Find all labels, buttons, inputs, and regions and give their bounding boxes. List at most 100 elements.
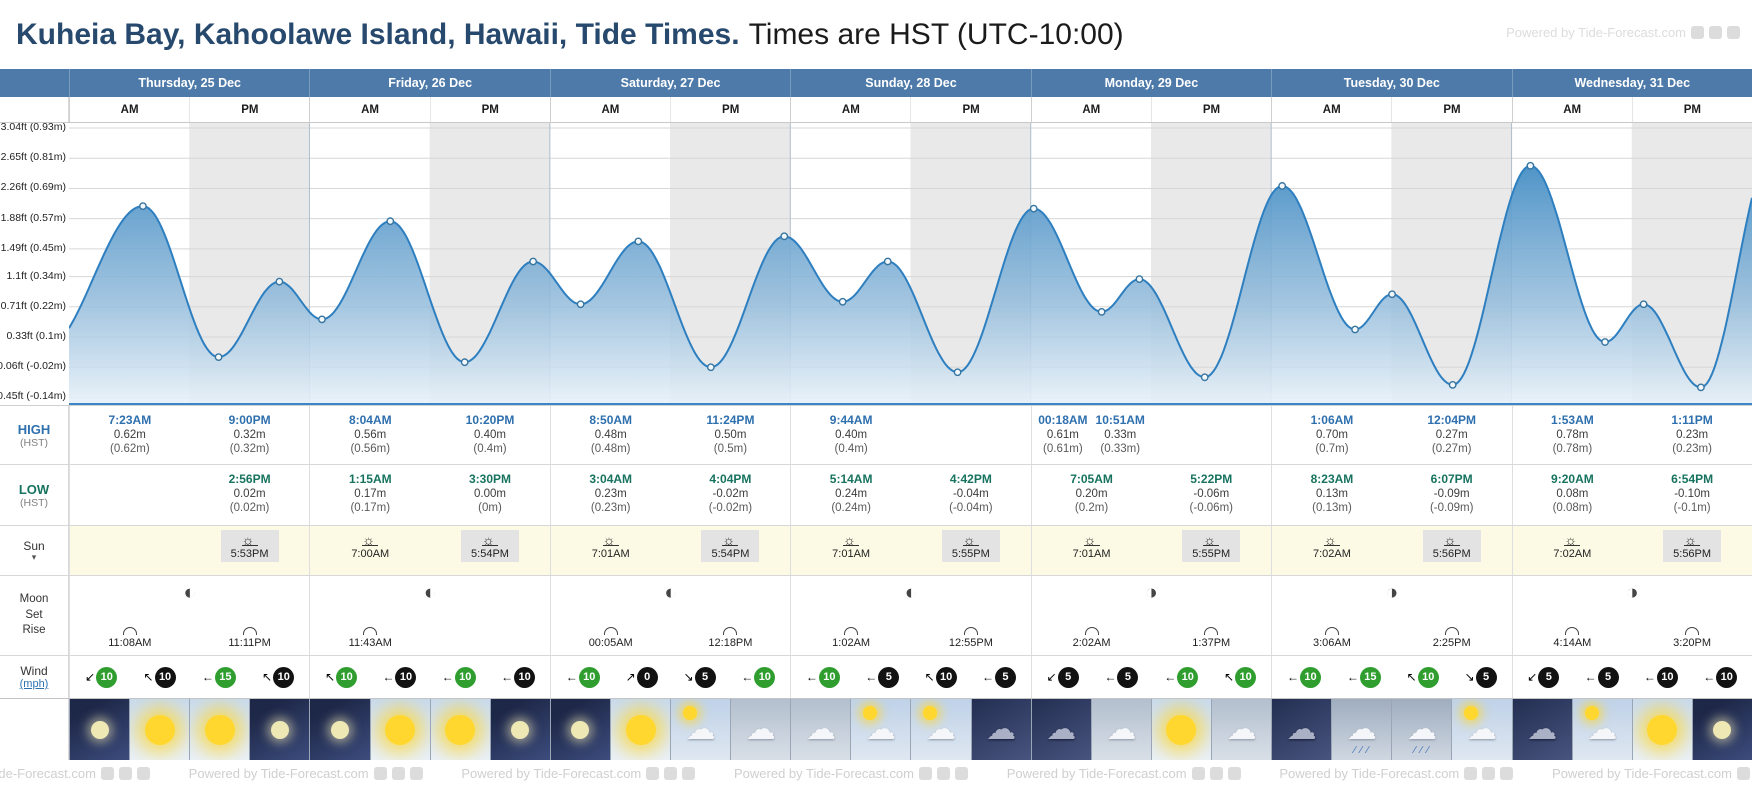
high-tide-event: 1:06AM 0.70m (0.7m) xyxy=(1308,409,1357,457)
weather-tile-cloudy: ☁ xyxy=(1211,699,1272,760)
wind-direction-arrow: ← xyxy=(1287,670,1300,684)
tide-time: 1:53AM xyxy=(1551,413,1594,427)
wind-direction-arrow: ↖ xyxy=(325,670,336,684)
day-header: Tuesday, 30 Dec xyxy=(1271,69,1511,97)
high-tide-event: 9:00PM 0.32m (0.32m) xyxy=(226,409,274,457)
am-label: AM xyxy=(601,103,620,116)
tide-height-m: 0.00m xyxy=(474,488,506,500)
social-icon[interactable] xyxy=(936,767,950,780)
social-icon[interactable] xyxy=(1482,767,1496,780)
y-axis-label: 2.26ft (0.69m) xyxy=(0,181,66,194)
powered-by[interactable]: Powered by Tide-Forecast.com xyxy=(1007,766,1241,781)
low-tide-event: 6:07PM -0.09m (-0.09m) xyxy=(1427,468,1476,516)
social-icon[interactable] xyxy=(664,767,678,780)
cloud-icon: ☁ xyxy=(745,712,776,746)
sunrise-cell: ☼ 7:01AM xyxy=(1063,530,1121,562)
tide-height-m: 0.48m xyxy=(594,429,627,441)
tide-height-m: 0.32m xyxy=(233,429,266,441)
wind-speed-badge: 10 xyxy=(1300,666,1322,688)
social-icon[interactable] xyxy=(1191,767,1205,780)
low-tide-event: 2:56PM 0.02m (0.02m) xyxy=(226,468,274,516)
high-tide-event: 12:04PM 0.27m (0.27m) xyxy=(1424,409,1479,457)
powered-by[interactable]: Powered by Tide-Forecast.com xyxy=(1279,766,1514,781)
pm-label: PM xyxy=(1631,97,1752,122)
social-icon[interactable] xyxy=(954,767,968,780)
high-tide-event: 7:23AM 0.62m (0.62m) xyxy=(106,409,155,457)
powered-by[interactable]: Powered by Tide-Forecast.com xyxy=(0,766,150,781)
social-icon[interactable] xyxy=(409,767,423,780)
moon-riseset-icon xyxy=(242,627,257,635)
social-icon[interactable] xyxy=(373,767,387,780)
wind-row-label: Wind (mph) xyxy=(0,656,69,698)
day-header: Monday, 29 Dec xyxy=(1030,69,1271,97)
tide-point-dot xyxy=(576,300,585,309)
wind-direction-arrow: ← xyxy=(1703,670,1716,684)
sun-row-toggle[interactable]: ▾ xyxy=(31,552,37,562)
social-icon[interactable] xyxy=(1500,767,1514,780)
y-axis-label: -0.45ft (-0.14m) xyxy=(0,390,66,403)
tide-height-alt: (0.4m) xyxy=(473,443,507,456)
social-icon[interactable] xyxy=(1736,767,1750,780)
moon-time: 12:18PM xyxy=(708,637,753,649)
social-icon[interactable] xyxy=(118,767,132,780)
social-icon[interactable] xyxy=(1691,26,1704,39)
powered-by-top[interactable]: Powered by Tide-Forecast.com xyxy=(1506,25,1740,40)
tide-height-alt: (0.48m) xyxy=(590,443,631,456)
tide-height-m: 0.23m xyxy=(594,488,627,500)
moon-icon xyxy=(511,720,530,739)
sun-icon xyxy=(1584,706,1599,720)
social-icon[interactable] xyxy=(1709,26,1722,39)
tide-height-alt: (-0.1m) xyxy=(1673,502,1711,515)
tide-height-alt: (0.17m) xyxy=(350,502,391,515)
sun-icon xyxy=(144,714,175,745)
social-icon[interactable] xyxy=(100,767,114,780)
social-icon[interactable] xyxy=(1464,767,1478,780)
wind-speed-badge: 10 xyxy=(578,666,600,688)
tide-time: 2:56PM xyxy=(228,472,271,486)
high-tide-event: 10:20PM 0.40m (0.4m) xyxy=(463,409,518,457)
social-icon[interactable] xyxy=(1227,767,1241,780)
day-header-row: Thursday, 25 Dec Friday, 26 Dec Saturday, … xyxy=(0,69,1752,97)
tide-point-dot xyxy=(1639,300,1648,309)
social-icon[interactable] xyxy=(918,767,932,780)
weather-tile-cloudy: ☁ xyxy=(1090,699,1151,760)
tide-time: 4:42PM xyxy=(949,472,992,486)
sun-icon xyxy=(863,706,878,720)
tide-height-alt: (0.4m) xyxy=(834,443,868,456)
weather-tile-night-clear xyxy=(309,699,370,760)
social-icon[interactable] xyxy=(646,767,660,780)
sunset-time: 5:55PM xyxy=(951,548,990,560)
wind-speed-badge: 15 xyxy=(214,666,236,688)
low-tide-event: 7:05AM 0.20m (0.2m) xyxy=(1067,468,1116,516)
pm-label: PM xyxy=(910,97,1030,122)
wind-direction-arrow: ← xyxy=(1346,670,1359,684)
weather-tile-night-cloud: ☁ xyxy=(1030,699,1091,760)
moon-time: 11:08AM xyxy=(108,637,152,649)
wind-speed-badge: 10 xyxy=(754,666,776,688)
am-label: AM xyxy=(361,103,379,116)
social-icon[interactable] xyxy=(1727,26,1740,39)
tide-time: 1:15AM xyxy=(348,472,392,486)
social-icon[interactable] xyxy=(682,767,696,780)
y-axis-label: 2.65ft (0.81m) xyxy=(0,151,66,164)
tide-height-m: 0.27m xyxy=(1435,429,1468,441)
moon-icon xyxy=(270,720,289,739)
powered-by[interactable]: Powered by Tide-Forecast.com xyxy=(734,766,968,781)
tide-point-dot xyxy=(838,297,847,306)
high-tide-event: 9:44AM 0.40m (0.4m) xyxy=(827,409,876,457)
low-label: LOW xyxy=(18,481,50,497)
powered-by[interactable]: Powered by Tide-Forecast.com xyxy=(189,766,423,781)
tide-curve xyxy=(69,164,1752,389)
low-tide-event: 1:15AM 0.17m (0.17m) xyxy=(346,468,395,516)
tide-point-dot xyxy=(318,315,326,324)
tide-time: 8:23AM xyxy=(1310,472,1354,486)
social-icon[interactable] xyxy=(1209,767,1223,780)
wind-unit-link[interactable]: (mph) xyxy=(19,678,49,690)
wind-speed-badge: 10 xyxy=(96,666,118,688)
powered-by[interactable]: Powered by Tide-Forecast.com xyxy=(461,766,696,781)
wind-speed-badge: 10 xyxy=(935,666,957,688)
wind-speed-badge: 5 xyxy=(1597,666,1619,688)
powered-by[interactable]: Powered by Tide-Forecast.com xyxy=(1552,766,1752,781)
social-icon[interactable] xyxy=(136,767,150,780)
social-icon[interactable] xyxy=(391,767,405,780)
